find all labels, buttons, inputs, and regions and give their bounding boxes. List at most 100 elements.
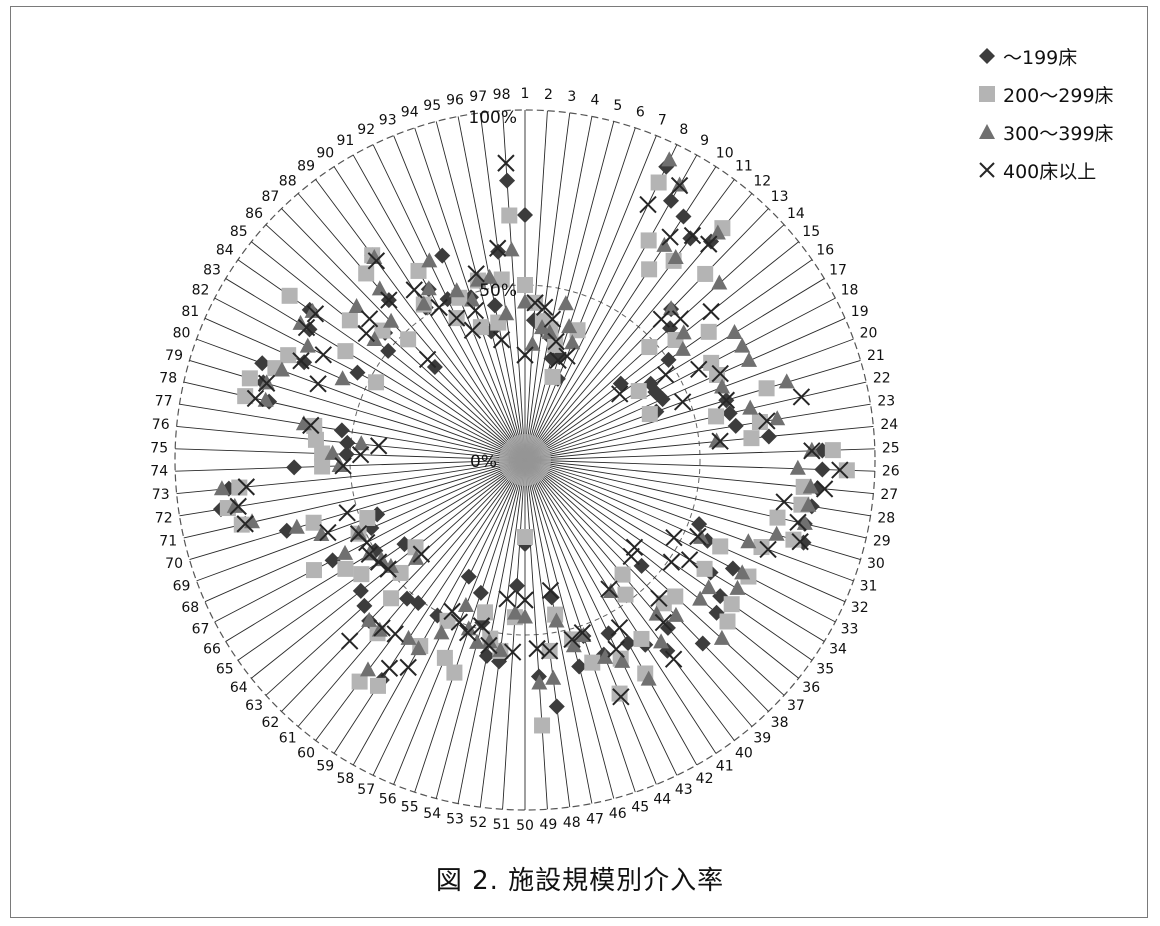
cross-point xyxy=(612,688,630,706)
triangle-point xyxy=(648,605,665,621)
square-point xyxy=(337,343,354,360)
square-point xyxy=(703,354,720,371)
legend-item-series-3: 300～399床 xyxy=(977,113,1114,151)
square-point xyxy=(369,677,386,694)
cross-point xyxy=(357,324,375,343)
spoke-line xyxy=(524,459,548,810)
diamond-point xyxy=(296,354,313,371)
square-point xyxy=(305,562,322,579)
axis-label: 78 xyxy=(159,371,177,387)
spoke-line xyxy=(297,459,526,727)
square-point xyxy=(436,649,453,666)
square-point xyxy=(650,174,667,191)
axis-label: 93 xyxy=(379,113,397,129)
cross-point xyxy=(472,617,491,635)
triangle-point xyxy=(348,298,365,314)
axis-label: 24 xyxy=(880,417,898,433)
axis-label: 28 xyxy=(877,510,895,526)
radial-label-layer: 0% 50% 100% xyxy=(468,108,517,472)
spoke-line xyxy=(524,459,769,712)
cross-point xyxy=(652,310,671,328)
spoke-line xyxy=(524,425,874,461)
diamond-point xyxy=(814,461,831,478)
spoke-line xyxy=(297,193,526,461)
diamond-point xyxy=(499,172,516,189)
cross-point xyxy=(563,630,581,649)
triangle-point xyxy=(740,533,757,549)
cross-point xyxy=(412,545,431,563)
cross-point xyxy=(758,412,776,430)
triangle-point xyxy=(469,633,486,649)
triangle-point xyxy=(789,459,806,475)
axis-label: 61 xyxy=(279,731,297,747)
triangle-point xyxy=(800,496,817,512)
spoke-line xyxy=(524,459,698,766)
cross-point xyxy=(535,298,554,316)
axis-label: 39 xyxy=(753,731,771,747)
spoke-line xyxy=(502,459,526,810)
axis-label: 95 xyxy=(423,98,441,114)
cross-point xyxy=(526,294,544,312)
triangle-point xyxy=(507,604,524,620)
square-point xyxy=(824,442,841,459)
axis-label: 59 xyxy=(316,759,334,775)
axis-label: 96 xyxy=(446,93,464,109)
legend-item-series-4: 400床以上 xyxy=(977,151,1114,189)
axis-label: 74 xyxy=(150,464,168,480)
axis-label: 58 xyxy=(336,771,354,787)
diamond-point xyxy=(349,364,366,381)
cross-point xyxy=(625,538,644,556)
triangle-point xyxy=(503,241,520,257)
diamond-point xyxy=(339,434,356,451)
triangle-point xyxy=(498,305,515,321)
axis-label: 30 xyxy=(867,556,885,572)
triangle-point xyxy=(226,497,243,513)
spoke-line xyxy=(524,459,854,582)
legend-label-series-1: ～199床 xyxy=(1003,46,1078,69)
axis-label: 47 xyxy=(586,811,604,827)
axis-label: 56 xyxy=(379,791,397,807)
triangle-point xyxy=(667,249,684,265)
radial-label-50: 50% xyxy=(479,281,517,301)
axis-label: 54 xyxy=(423,806,441,822)
cross-point xyxy=(671,310,690,328)
square-point xyxy=(630,383,647,400)
cross-point xyxy=(558,347,576,365)
diamond-point xyxy=(254,355,271,372)
cross-point xyxy=(257,374,276,393)
triangle-point xyxy=(741,351,758,367)
spoke-line xyxy=(524,121,615,461)
cross-point xyxy=(775,493,793,511)
axis-label: 13 xyxy=(771,189,789,205)
spoke-line xyxy=(524,179,735,461)
triangle-point xyxy=(708,432,725,448)
spoke-line xyxy=(524,338,854,461)
cross-point xyxy=(791,532,809,551)
spoke-line xyxy=(524,459,799,679)
triangle-point xyxy=(541,323,558,339)
spoke-line xyxy=(333,166,526,461)
axis-label: 49 xyxy=(539,817,557,833)
triangle-point xyxy=(337,544,354,560)
cross-point xyxy=(717,391,736,409)
triangle-point xyxy=(410,640,427,656)
triangle-point xyxy=(383,312,400,328)
cross-point xyxy=(498,590,516,608)
cross-point xyxy=(463,321,482,339)
spoke-line xyxy=(524,116,593,461)
square-point xyxy=(314,458,331,475)
triangle-point xyxy=(359,661,376,677)
legend-label-series-4: 400床以上 xyxy=(1003,160,1097,183)
square-point xyxy=(307,431,324,448)
cross-point xyxy=(418,350,437,369)
spoke-line xyxy=(524,459,657,785)
cross-point xyxy=(430,298,448,317)
axis-label: 14 xyxy=(787,206,805,222)
square-point xyxy=(446,664,463,681)
cross-point xyxy=(543,310,562,328)
triangle-point xyxy=(481,268,498,284)
cross-point xyxy=(700,235,718,253)
triangle-point xyxy=(350,524,367,540)
spoke-line xyxy=(189,459,526,561)
axis-label: 42 xyxy=(696,771,714,787)
